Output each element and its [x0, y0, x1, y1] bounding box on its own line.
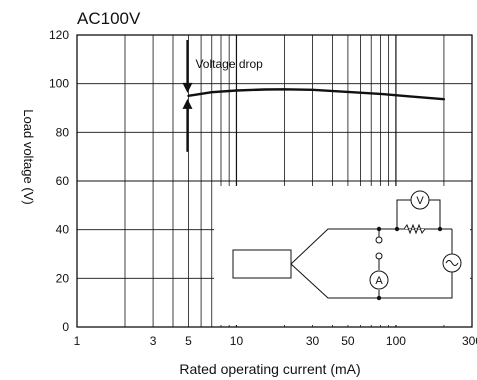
series-line — [187, 88, 446, 101]
ammeter-label: A — [375, 275, 383, 287]
y-tick-label: 100 — [49, 77, 69, 91]
circuit-wire — [440, 272, 453, 299]
ac-wave-icon — [445, 260, 459, 266]
x-tick-label: 300 — [462, 334, 477, 348]
circuit-wire — [396, 199, 411, 229]
junction-dot — [394, 226, 400, 232]
x-tick-label: 1 — [74, 334, 81, 348]
tick-labels: 1 3 5 10 30 50 100 300 0 20 40 60 80 100 120 — [49, 28, 477, 348]
y-tick-label: 60 — [56, 174, 70, 188]
arrow-head-up-icon — [182, 98, 193, 109]
resistor-icon — [403, 223, 426, 235]
y-axis-label: Load voltage (V) — [21, 109, 36, 204]
x-tick-label: 50 — [341, 334, 355, 348]
ammeter-icon — [369, 270, 389, 290]
x-tick-label: 30 — [306, 334, 320, 348]
voltmeter-icon — [410, 190, 430, 210]
y-tick-label: 20 — [56, 271, 70, 285]
device-box — [232, 249, 292, 279]
switch-contact — [375, 252, 383, 260]
y-tick-label: 120 — [49, 28, 69, 42]
x-tick-label: 3 — [150, 334, 157, 348]
plot-frame — [76, 34, 473, 328]
voltage-drop-label: Voltage drop — [195, 57, 263, 71]
x-tick-label: 100 — [386, 334, 406, 348]
x-tick-label: 5 — [185, 334, 192, 348]
plot-border — [76, 34, 473, 328]
x-tick-label: 10 — [230, 334, 244, 348]
switch-contact — [375, 236, 383, 244]
arrow-head-down-icon — [182, 82, 193, 93]
circuit-wire — [290, 228, 440, 265]
chart-title: AC100V — [77, 9, 141, 28]
series-layer — [187, 88, 446, 101]
junction-dot — [376, 226, 382, 232]
annotation-layer: Voltage drop — [182, 40, 263, 152]
y-tick-label: 40 — [56, 223, 70, 237]
circuit-wire — [290, 263, 440, 299]
junction-dot — [437, 226, 443, 232]
x-axis-label: Rated operating current (mA) — [179, 361, 360, 377]
voltmeter-label: V — [416, 195, 424, 207]
y-tick-label: 80 — [56, 125, 70, 139]
junction-dot — [376, 295, 382, 301]
circuit-diagram: AV — [214, 186, 470, 325]
circuit-wire — [429, 199, 441, 229]
y-tick-label: 0 — [62, 320, 69, 334]
